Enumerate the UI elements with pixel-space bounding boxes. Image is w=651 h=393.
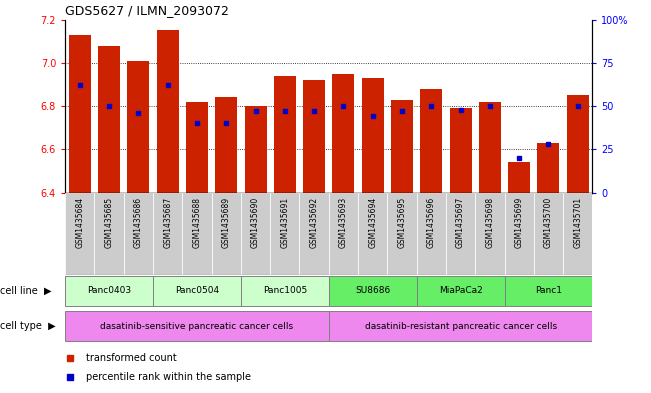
Text: GSM1435690: GSM1435690 [251,196,260,248]
Bar [567,95,589,193]
Bar [329,276,417,306]
Bar [534,193,563,275]
Bar [505,193,534,275]
Text: GSM1435692: GSM1435692 [310,196,318,248]
Bar [124,193,153,275]
Text: dasatinib-resistant pancreatic cancer cells: dasatinib-resistant pancreatic cancer ce… [365,322,557,331]
Bar [212,193,241,275]
Bar [69,35,90,193]
Text: GSM1435691: GSM1435691 [281,196,289,248]
Text: GSM1435685: GSM1435685 [105,196,113,248]
Text: GSM1435696: GSM1435696 [427,196,436,248]
Bar [450,108,471,193]
Bar [333,73,354,193]
Bar [421,89,442,193]
Bar [538,143,559,193]
Bar [563,193,592,275]
Bar [94,193,124,275]
Bar [446,193,475,275]
Text: GDS5627 / ILMN_2093072: GDS5627 / ILMN_2093072 [65,4,229,17]
Bar [329,193,358,275]
Bar [65,193,94,275]
Text: GSM1435694: GSM1435694 [368,196,377,248]
Text: GSM1435686: GSM1435686 [134,196,143,248]
Text: Panc1: Panc1 [535,286,562,295]
Text: GSM1435695: GSM1435695 [398,196,406,248]
Text: Panc1005: Panc1005 [263,286,307,295]
Text: GSM1435687: GSM1435687 [163,196,172,248]
Text: cell line  ▶: cell line ▶ [0,286,51,296]
Bar [245,106,266,193]
Bar [65,311,329,341]
Bar [128,61,149,193]
Bar [475,193,505,275]
Bar [303,80,325,193]
Bar [387,193,417,275]
Bar [391,99,413,193]
Bar [479,102,501,193]
Text: GSM1435701: GSM1435701 [574,196,582,248]
Bar [270,193,299,275]
Text: Panc0403: Panc0403 [87,286,131,295]
Bar [186,102,208,193]
Bar [299,193,329,275]
Bar [65,276,153,306]
Bar [153,193,182,275]
Bar [98,46,120,193]
Bar [417,193,446,275]
Bar [241,193,270,275]
Text: GSM1435698: GSM1435698 [486,196,494,248]
Text: transformed count: transformed count [86,353,177,363]
Bar [274,76,296,193]
Text: GSM1435700: GSM1435700 [544,196,553,248]
Bar [417,276,505,306]
Text: GSM1435689: GSM1435689 [222,196,230,248]
Bar [362,78,383,193]
Text: SU8686: SU8686 [355,286,391,295]
Bar [508,162,530,193]
Text: GSM1435693: GSM1435693 [339,196,348,248]
Bar [505,276,592,306]
Text: cell type  ▶: cell type ▶ [0,321,55,331]
Text: dasatinib-sensitive pancreatic cancer cells: dasatinib-sensitive pancreatic cancer ce… [100,322,294,331]
Text: MiaPaCa2: MiaPaCa2 [439,286,482,295]
Text: GSM1435699: GSM1435699 [515,196,523,248]
Bar [329,311,592,341]
Bar [182,193,212,275]
Text: GSM1435697: GSM1435697 [456,196,465,248]
Text: GSM1435688: GSM1435688 [193,196,201,248]
Bar [358,193,387,275]
Bar [215,97,237,193]
Text: Panc0504: Panc0504 [175,286,219,295]
Text: GSM1435684: GSM1435684 [76,196,84,248]
Bar [153,276,241,306]
Text: percentile rank within the sample: percentile rank within the sample [86,372,251,382]
Bar [241,276,329,306]
Bar [157,30,178,193]
